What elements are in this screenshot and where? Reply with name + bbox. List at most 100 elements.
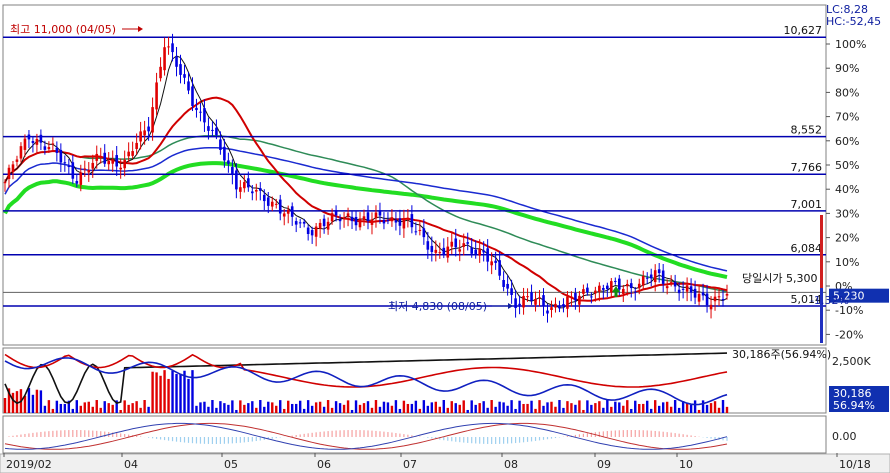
candle-body bbox=[625, 283, 629, 287]
volume-bar bbox=[458, 404, 461, 413]
volume-bar bbox=[275, 405, 278, 413]
volume-bar bbox=[618, 402, 621, 413]
volume-bar bbox=[378, 406, 382, 413]
candle-body bbox=[203, 108, 206, 123]
oscillator-panel-frame bbox=[2, 415, 827, 454]
candle-body bbox=[171, 43, 174, 53]
y-tick-label: 40% bbox=[835, 183, 859, 196]
volume-bar bbox=[454, 403, 457, 413]
candle-body bbox=[586, 287, 589, 293]
candle-body bbox=[306, 227, 310, 235]
candle-body bbox=[506, 283, 509, 289]
volume-bar bbox=[179, 373, 182, 413]
volume-bar bbox=[183, 370, 186, 413]
volume-bar bbox=[673, 400, 677, 413]
volume-bar bbox=[630, 408, 633, 413]
candle-body bbox=[3, 182, 7, 184]
volume-bar bbox=[386, 402, 390, 413]
volume-bar bbox=[713, 401, 717, 413]
volume-bar bbox=[366, 401, 370, 413]
high-annotation: 최고 11,000 (04/05) bbox=[10, 23, 116, 36]
y-tick-label: 90% bbox=[835, 62, 859, 75]
volume-tag bbox=[829, 386, 889, 412]
oscillator-panel bbox=[4, 422, 728, 450]
candle-body bbox=[366, 212, 370, 222]
volume-bar bbox=[410, 403, 414, 413]
x-tick-label: 09 bbox=[597, 458, 611, 471]
volume-bar bbox=[171, 370, 174, 413]
high-arrow-head bbox=[138, 26, 143, 32]
volume-bar bbox=[622, 405, 625, 413]
candle-body bbox=[59, 149, 63, 163]
candle-body bbox=[35, 138, 39, 145]
volume-bar bbox=[314, 402, 318, 413]
candle-body bbox=[398, 218, 402, 226]
candle-body bbox=[15, 159, 19, 162]
candle-body bbox=[697, 293, 701, 302]
candle-body bbox=[394, 220, 398, 223]
candle-body bbox=[582, 289, 585, 294]
candle-body bbox=[546, 310, 549, 314]
price-level-label: 10,627 bbox=[784, 24, 823, 37]
candle-body bbox=[83, 168, 87, 170]
volume-bar bbox=[626, 400, 629, 413]
volume-bar bbox=[11, 392, 15, 413]
volume-bar bbox=[514, 408, 517, 413]
volume-bar bbox=[701, 400, 705, 413]
volume-bar bbox=[478, 403, 481, 413]
price-level-label: 8,552 bbox=[791, 124, 823, 137]
candle-body bbox=[382, 219, 386, 224]
candle-body bbox=[342, 217, 346, 219]
candle-body bbox=[717, 296, 721, 298]
volume-bar bbox=[131, 403, 134, 413]
candle-body bbox=[514, 298, 517, 309]
candle-body bbox=[127, 151, 130, 157]
axes: LC:8,28 HC:-52,45 최고 11,000 (04/05) 최저 4… bbox=[3, 3, 889, 471]
candles bbox=[3, 26, 729, 323]
candle-body bbox=[606, 285, 609, 290]
volume-bar bbox=[350, 409, 354, 413]
candle-body bbox=[143, 130, 146, 136]
volume-bar bbox=[406, 403, 410, 413]
candle-body bbox=[418, 229, 422, 231]
volume-bar bbox=[346, 400, 350, 413]
candle-body bbox=[131, 151, 134, 156]
volume-bar bbox=[430, 402, 434, 413]
volume-bar bbox=[542, 405, 545, 413]
candle-body bbox=[47, 147, 51, 150]
volume-bar bbox=[370, 407, 374, 413]
candle-body bbox=[163, 47, 166, 71]
candle-body bbox=[191, 86, 194, 106]
candle-body bbox=[79, 172, 83, 185]
volume-bar bbox=[669, 406, 673, 413]
volume-bar bbox=[75, 400, 79, 413]
volume-bar bbox=[725, 406, 729, 413]
volume-bar bbox=[199, 402, 202, 413]
candle-body bbox=[39, 134, 43, 143]
candle-body bbox=[602, 288, 605, 290]
candle-body bbox=[247, 178, 250, 188]
candle-body bbox=[725, 293, 729, 296]
candle-body bbox=[705, 293, 709, 306]
candle-body bbox=[486, 248, 489, 262]
volume-bar bbox=[255, 407, 258, 413]
candle-body bbox=[641, 276, 645, 286]
volume-bar bbox=[155, 372, 158, 413]
volume-bar bbox=[187, 378, 190, 413]
volume-bar bbox=[522, 403, 525, 413]
volume-bar bbox=[394, 400, 398, 413]
volume-bar bbox=[159, 375, 162, 413]
price-level-label: 7,766 bbox=[791, 161, 823, 174]
volume-bar bbox=[693, 400, 697, 413]
volume-bar bbox=[506, 405, 509, 413]
volume-bar bbox=[227, 404, 230, 413]
volume-bar bbox=[135, 401, 138, 413]
x-tick-label: 07 bbox=[403, 458, 417, 471]
candle-body bbox=[442, 247, 446, 255]
candle-body bbox=[633, 291, 637, 293]
range-bar-red bbox=[820, 215, 823, 343]
price-level-label: 5,014 bbox=[791, 293, 823, 306]
candle-body bbox=[239, 187, 242, 192]
